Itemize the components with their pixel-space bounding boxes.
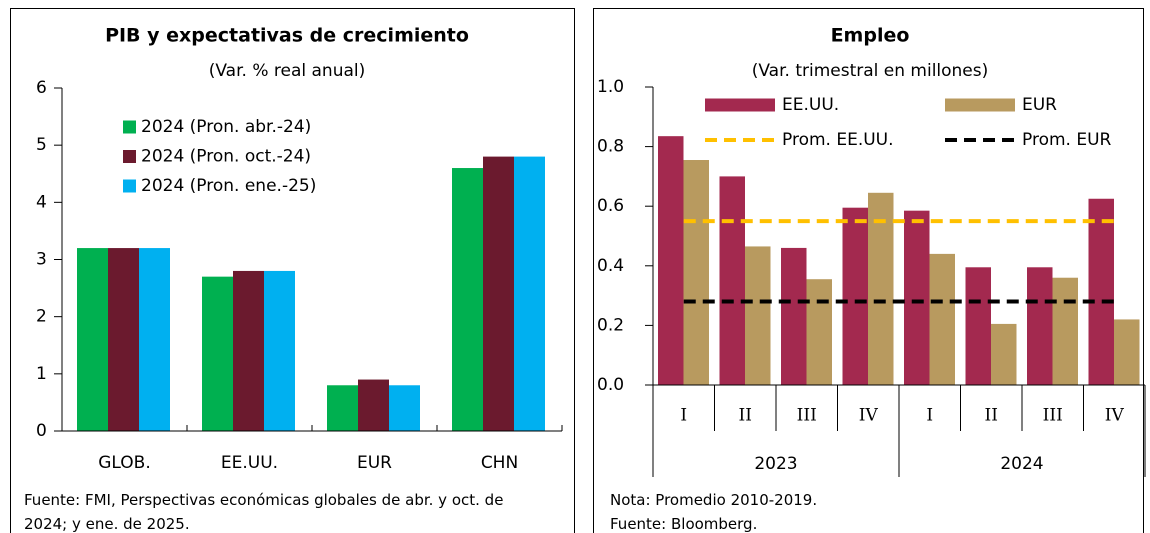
- legend-swatch: [705, 98, 775, 112]
- x-tick-label: III: [1043, 406, 1063, 426]
- x-tick-label: II: [985, 406, 998, 426]
- bar: [806, 279, 832, 385]
- bar: [781, 247, 807, 385]
- x-tick-label: III: [797, 406, 817, 426]
- bar: [389, 385, 420, 431]
- chart-title: Empleo: [831, 25, 910, 47]
- y-tick-label: 1: [36, 364, 47, 384]
- bar: [108, 248, 139, 431]
- x-tick-label: IV: [859, 406, 879, 426]
- x-tick-label: EUR: [357, 453, 392, 473]
- bar: [514, 156, 545, 431]
- legend-label: 2024 (Pron. ene.-25): [141, 176, 316, 196]
- bar: [745, 246, 771, 385]
- note: Fuente: Bloomberg.: [610, 515, 758, 533]
- y-tick-label: 0.2: [597, 315, 624, 335]
- x-group-label: 2023: [754, 454, 797, 474]
- y-tick-label: 0.0: [597, 375, 624, 395]
- y-tick-label: 5: [36, 135, 47, 155]
- y-tick-label: 4: [36, 192, 47, 212]
- legend-label: EUR: [1022, 95, 1057, 115]
- x-tick-label: I: [680, 406, 687, 426]
- x-group-label: 2024: [1000, 454, 1043, 474]
- bar: [1027, 267, 1053, 385]
- legend-label: 2024 (Pron. oct.-24): [141, 147, 311, 167]
- bar: [358, 379, 389, 431]
- legend-swatch: [123, 179, 136, 193]
- legend-label: EE.UU.: [782, 95, 839, 115]
- x-tick-label: GLOB.: [98, 453, 151, 473]
- bar: [991, 323, 1017, 385]
- y-tick-label: 0.8: [597, 137, 624, 157]
- legend-label: Prom. EUR: [1022, 130, 1112, 150]
- bar: [452, 168, 483, 432]
- legend-swatch: [945, 98, 1015, 112]
- note: Fuente: FMI, Perspectivas económicas glo…: [24, 491, 504, 533]
- legend-swatch: [123, 150, 136, 163]
- bar: [139, 248, 170, 431]
- bar: [929, 253, 955, 385]
- x-tick-label: EE.UU.: [221, 453, 278, 473]
- bar: [658, 136, 684, 385]
- x-tick-label: I: [926, 406, 933, 426]
- bar: [1114, 319, 1140, 385]
- bar: [868, 192, 894, 385]
- y-tick-label: 6: [36, 78, 47, 98]
- y-tick-label: 0: [36, 421, 47, 441]
- bar: [1088, 198, 1114, 385]
- y-tick-label: 0.4: [597, 256, 624, 276]
- chart-subtitle: (Var. % real anual): [209, 61, 366, 81]
- x-tick-label: CHN: [481, 453, 518, 473]
- bar: [1052, 277, 1078, 385]
- panel-border: [593, 8, 1144, 533]
- y-tick-label: 2: [36, 307, 47, 327]
- legend-label: Prom. EE.UU.: [782, 130, 894, 150]
- bar: [327, 385, 358, 431]
- x-tick-label: II: [739, 406, 752, 426]
- legend-label: 2024 (Pron. abr.-24): [141, 117, 311, 137]
- note: Nota: Promedio 2010-2019.: [610, 491, 818, 509]
- bar: [202, 276, 233, 431]
- bar: [264, 270, 295, 431]
- bar: [483, 156, 514, 431]
- chart-subtitle: (Var. trimestral en millones): [752, 61, 989, 81]
- bar: [719, 176, 745, 385]
- panel-border: [10, 8, 575, 533]
- bar: [904, 210, 930, 385]
- y-tick-label: 1.0: [597, 77, 624, 97]
- bar: [965, 267, 991, 385]
- bar: [842, 207, 868, 385]
- bar: [77, 248, 108, 431]
- bar: [233, 270, 264, 431]
- x-tick-label: IV: [1105, 406, 1125, 426]
- chart-title: PIB y expectativas de crecimiento: [105, 25, 469, 47]
- y-tick-label: 0.6: [597, 196, 624, 216]
- y-tick-label: 3: [36, 250, 47, 270]
- bar: [683, 160, 709, 385]
- legend-swatch: [123, 120, 136, 134]
